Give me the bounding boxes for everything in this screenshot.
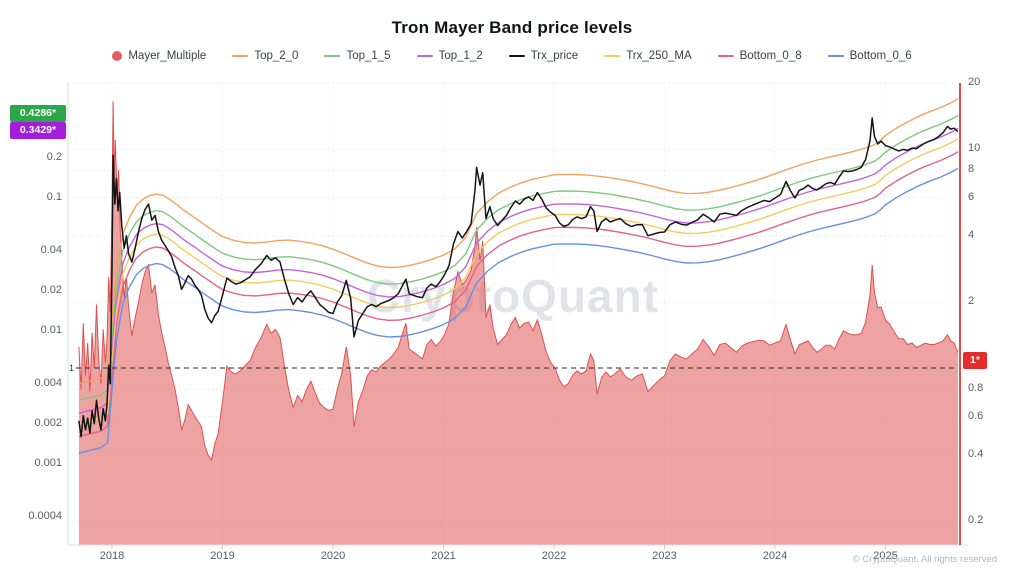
left-axis-tick: 0.004 — [34, 376, 62, 389]
chart-legend: Mayer_Multiple Top_2_0 Top_1_5 Top_1_2 Trx_p… — [0, 50, 1024, 62]
left-axis-tick: 0.02 — [40, 283, 62, 296]
legend-label: Bottom_0_8 — [739, 50, 802, 62]
left-axis-tick: 0.04 — [40, 243, 62, 256]
legend-label: Trx_250_MA — [626, 50, 692, 62]
plot-area[interactable] — [78, 97, 961, 545]
mayer-one-label: 1 — [69, 363, 74, 373]
page-title: Tron Mayer Band price levels — [391, 18, 633, 37]
right-axis-mayer-badge: 1* — [963, 352, 987, 369]
left-axis-value-badge: 0.4286* — [10, 105, 66, 122]
left-axis-tick: 0.0004 — [28, 509, 62, 522]
right-axis-tick: 6 — [968, 190, 975, 203]
legend-line-icon — [604, 54, 621, 58]
legend-label: Top_2_0 — [254, 50, 299, 62]
series-top_1_5 — [78, 114, 958, 401]
x-axis-tick: 2022 — [541, 550, 567, 562]
legend-item-trx_250_ma[interactable]: Trx_250_MA — [604, 50, 692, 62]
legend-label: Top_1_5 — [346, 50, 391, 62]
legend-line-icon — [827, 54, 844, 58]
x-axis-tick: 2020 — [320, 550, 346, 562]
right-axis-tick: 2 — [968, 295, 975, 308]
legend-line-icon — [508, 54, 525, 58]
x-axis-tick: 2025 — [873, 550, 898, 562]
left-axis-tick: 0.2 — [46, 151, 62, 163]
right-axis-tick: 0.4 — [968, 448, 984, 461]
copyright-footer: © CryptoQuant. All rights reserved — [852, 554, 997, 565]
series-mayer-multiple-area — [78, 101, 958, 545]
legend-line-icon — [416, 54, 433, 58]
left-axis-tick: 0.1 — [46, 190, 62, 203]
left-axis-tick: 0.01 — [40, 323, 62, 336]
series-bottom_0_8 — [78, 150, 958, 438]
right-axis-tick: 0.6 — [968, 409, 984, 422]
right-axis-tick: 0.8 — [968, 382, 984, 395]
legend-line-icon — [324, 54, 341, 58]
right-axis-tick: 4 — [968, 229, 975, 242]
right-axis-tick: 10 — [968, 142, 981, 155]
x-axis-tick: 2021 — [431, 550, 456, 562]
legend-item-mayer_multiple[interactable]: Mayer_Multiple — [112, 50, 206, 62]
series-top_2_0 — [78, 98, 958, 385]
series-trx-price — [78, 117, 958, 438]
left-axis-tick: 0.001 — [34, 456, 62, 469]
right-axis-tick: 8 — [968, 163, 975, 176]
legend-label: Top_1_2 — [438, 50, 483, 62]
series-top_1_2 — [78, 127, 958, 414]
legend-item-top_2_0[interactable]: Top_2_0 — [232, 50, 298, 62]
x-axis-tick: 2019 — [210, 550, 235, 562]
legend-item-top_1_2[interactable]: Top_1_2 — [416, 50, 483, 62]
series-trx-250-ma — [78, 138, 958, 425]
left-axis-value-badge: 0.3429* — [10, 122, 66, 139]
legend-label: Mayer_Multiple — [128, 50, 207, 62]
legend-item-top_1_5[interactable]: Top_1_5 — [324, 50, 391, 62]
legend-label: Bottom_0_6 — [849, 50, 912, 62]
series-bottom_0_6 — [78, 167, 958, 454]
right-axis-tick: 0.2 — [968, 514, 984, 527]
legend-label: Trx_price — [530, 50, 579, 62]
left-axis-tick: 0.002 — [34, 416, 62, 429]
x-axis-tick: 2018 — [99, 550, 125, 562]
series-mayer-multiple-line — [78, 101, 958, 462]
legend-line-icon — [232, 54, 249, 58]
x-axis-tick: 2023 — [652, 550, 677, 562]
right-axis-tick: 20 — [968, 76, 981, 89]
legend-item-trx_price[interactable]: Trx_price — [508, 50, 579, 62]
x-axis-tick: 2024 — [762, 550, 788, 562]
legend-item-bottom_0_6[interactable]: Bottom_0_6 — [827, 50, 912, 62]
legend-item-bottom_0_8[interactable]: Bottom_0_8 — [717, 50, 802, 62]
watermark: CryptoQuant — [367, 270, 659, 322]
legend-line-icon — [717, 54, 734, 58]
legend-dot-icon — [112, 51, 123, 61]
